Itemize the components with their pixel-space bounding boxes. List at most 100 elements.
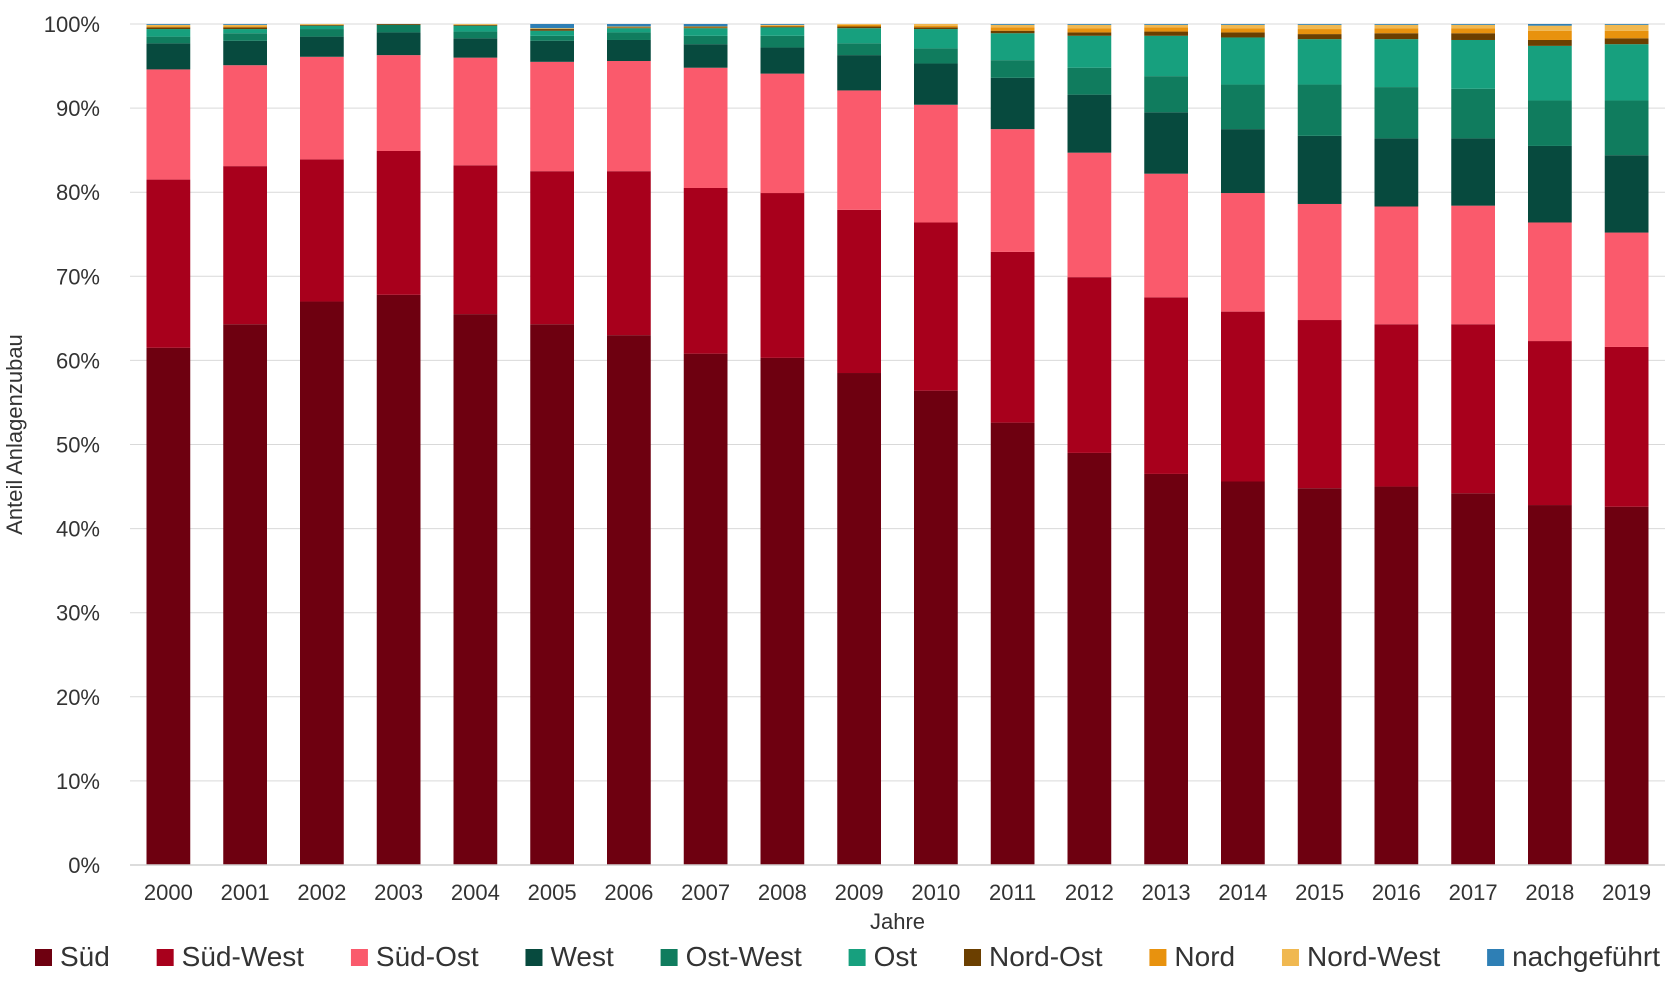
bar-segment — [453, 24, 498, 25]
bar-segment — [1067, 277, 1112, 453]
x-tick-label: 2015 — [1295, 880, 1344, 905]
x-tick-label: 2002 — [297, 880, 346, 905]
bar-segment — [1528, 25, 1572, 31]
bar-segment — [990, 27, 1035, 31]
bar-segment — [1144, 297, 1188, 474]
bar-segment — [1374, 206, 1419, 325]
bar-segment — [1451, 24, 1495, 29]
y-tick-label: 40% — [56, 517, 100, 542]
bar-segment — [760, 47, 805, 74]
bar-segment — [760, 73, 805, 194]
legend-swatch — [1487, 949, 1505, 966]
bar-segment — [1451, 88, 1495, 139]
bar-segment — [300, 24, 344, 26]
bar-segment — [1604, 30, 1649, 39]
bar-segment — [1604, 232, 1649, 347]
bar-segment — [1221, 129, 1265, 194]
bar-segment — [1221, 481, 1265, 865]
bar-segment — [1374, 486, 1419, 865]
bar-segment — [914, 63, 958, 105]
bar-segment — [990, 251, 1035, 423]
bar-segment — [990, 422, 1035, 865]
bar-segment — [1144, 27, 1188, 32]
x-tick-label: 2009 — [835, 880, 884, 905]
bar-segment — [914, 29, 958, 49]
bar-segment — [223, 29, 267, 34]
bar-segment — [914, 104, 958, 223]
bar-segment — [1144, 35, 1188, 77]
legend-swatch — [848, 949, 866, 966]
bar-segment — [530, 29, 574, 31]
x-tick-label: 2018 — [1525, 880, 1574, 905]
bar-segment — [300, 56, 344, 160]
bar-segment — [453, 314, 498, 865]
bar-segment — [990, 77, 1035, 130]
bar-segment — [914, 48, 958, 64]
legend-item: Nord — [1149, 941, 1235, 972]
bar-segment — [376, 55, 421, 151]
bar-segment — [683, 26, 728, 28]
x-axis-ticks: 2000 2001 2002 2003 2004 2005 2006 2007 2008 2009… — [144, 880, 1651, 905]
y-axis-title: Anteil Anlagenzubau — [2, 334, 27, 535]
bar-segment — [223, 27, 267, 30]
bar-segment — [1374, 39, 1419, 88]
bar-segment — [1604, 24, 1649, 25]
bar-segment — [1451, 138, 1495, 206]
bar-segment — [760, 26, 805, 28]
bar-segment — [1067, 24, 1112, 25]
bar-segment — [607, 171, 651, 336]
x-tick-label: 2004 — [451, 880, 500, 905]
bar-segment — [223, 26, 267, 28]
bar-segment — [914, 24, 958, 26]
bar-segment — [914, 390, 958, 865]
legend-swatch — [156, 949, 174, 966]
bar-segment — [146, 24, 191, 27]
legend-label: Nord — [1174, 941, 1235, 972]
bar-segment — [223, 324, 267, 865]
bar-segment — [530, 61, 574, 172]
bar-segment — [1221, 24, 1265, 29]
bar-segment — [146, 36, 191, 44]
bar-segment — [300, 29, 344, 37]
bar-segment — [1374, 324, 1419, 487]
bar-segment — [760, 24, 805, 25]
bar-segment — [376, 32, 421, 56]
bar-segment — [607, 28, 651, 33]
bar-segment — [1067, 152, 1112, 278]
bar-segment — [1374, 138, 1419, 207]
bar-segment — [453, 25, 498, 32]
bar-segment — [300, 301, 344, 865]
bar-segment — [607, 61, 651, 172]
bar-segment — [990, 24, 1035, 28]
bar-segment — [837, 90, 881, 210]
bar-segment — [1067, 35, 1112, 68]
bar-segment — [683, 27, 728, 29]
legend-swatch — [35, 949, 52, 966]
bar-segment — [1297, 34, 1342, 40]
bar-segment — [1451, 324, 1495, 494]
bar-segment — [837, 373, 881, 865]
bar-segment — [837, 24, 881, 25]
bar-segment — [1297, 24, 1342, 25]
legend-label: Nord-West — [1307, 941, 1441, 972]
bar-segment — [1144, 31, 1188, 36]
bar-segment — [453, 165, 498, 315]
legend-item: nachgeführt — [1487, 941, 1660, 972]
bar-segment — [1144, 112, 1188, 174]
bar-segment — [1528, 39, 1572, 46]
bars — [146, 24, 1649, 865]
bar-segment — [914, 25, 958, 28]
x-tick-label: 2006 — [604, 880, 653, 905]
x-tick-label: 2017 — [1449, 880, 1498, 905]
bar-segment — [990, 24, 1035, 25]
bar-segment — [607, 27, 651, 29]
y-tick-label: 100% — [44, 12, 100, 37]
bar-segment — [1067, 452, 1112, 865]
y-tick-label: 90% — [56, 96, 100, 121]
bar-segment — [837, 43, 881, 56]
legend-item: Süd-Ost — [350, 941, 479, 972]
bar-segment — [1528, 505, 1572, 865]
legend-item: Süd-West — [156, 941, 304, 972]
bar-segment — [146, 179, 191, 348]
